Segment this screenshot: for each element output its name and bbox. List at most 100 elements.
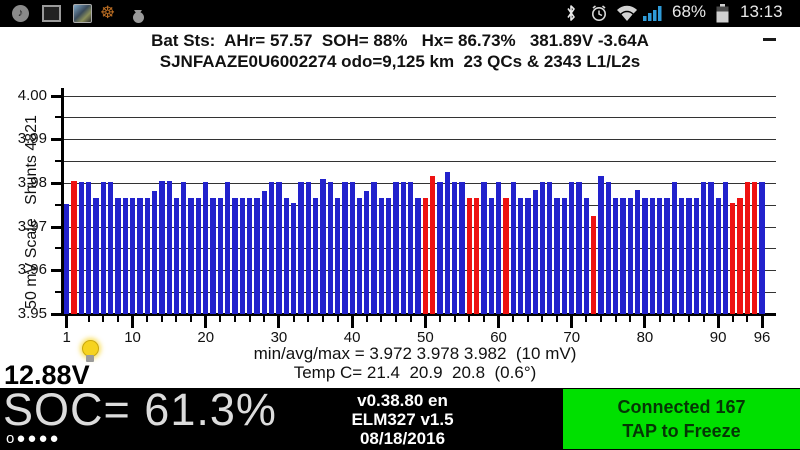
bar-cell-44 xyxy=(378,198,385,314)
battery-status-line: Bat Sts: AHr= 57.57 SOH= 88% Hx= 86.73% … xyxy=(151,31,649,50)
x-minor-tick xyxy=(146,316,149,322)
bar-cell-77 xyxy=(620,198,626,314)
connection-status-button[interactable]: Connected 167 TAP to Freeze xyxy=(563,389,800,449)
bar-cell-68 xyxy=(554,198,560,314)
bar-cell-66 xyxy=(539,182,546,314)
bar-cell-48 xyxy=(408,182,414,314)
bar-cell-70 xyxy=(569,182,575,314)
x-minor-tick xyxy=(409,316,412,322)
gridline xyxy=(63,117,776,119)
bar-cell-1 xyxy=(64,203,70,314)
x-minor-tick xyxy=(673,316,676,322)
cell-voltage-chart[interactable]: 50 mV Scale Shunts 4821 3.95 3.96 3.97 3.98… xyxy=(0,75,800,347)
signal-strength-icon xyxy=(643,4,663,22)
bar-cell-57 xyxy=(473,198,480,314)
bar-cell-92 xyxy=(730,202,736,314)
aux-battery-voltage: 12.88V xyxy=(4,360,90,390)
bar-cell-63 xyxy=(517,198,524,314)
vin-odometer-line: SJNFAAZE0U6002274 odo=9,125 km 23 QCs & … xyxy=(159,52,641,71)
x-minor-tick xyxy=(248,316,251,322)
bar-cell-90 xyxy=(715,198,721,314)
bar-cell-11 xyxy=(137,198,143,314)
version-block: v0.38.80 en ELM327 v1.5 08/18/2016 xyxy=(300,391,505,448)
y-minor-tick xyxy=(55,247,63,250)
x-major-tick xyxy=(643,316,647,328)
bluetooth-icon xyxy=(565,4,577,22)
bar-cell-87 xyxy=(693,198,699,314)
x-minor-tick xyxy=(380,316,383,322)
x-minor-tick xyxy=(687,316,690,322)
bar-cell-74 xyxy=(598,176,604,314)
min-avg-max-text: min/avg/max = 3.972 3.978 3.982 (10 mV) xyxy=(253,344,577,363)
wifi-icon xyxy=(616,4,638,22)
bar-cell-94 xyxy=(744,182,751,314)
connection-status-text: Connected 167 xyxy=(617,397,746,417)
x-axis-line xyxy=(61,313,776,316)
y-tick-label: 3.98 xyxy=(17,173,47,191)
bar-cell-93 xyxy=(737,198,743,314)
bar-cell-65 xyxy=(532,189,538,314)
bar-cell-17 xyxy=(181,182,187,314)
bar-cell-26 xyxy=(247,198,253,314)
music-note-icon: ♪ xyxy=(12,4,29,22)
bar-cell-71 xyxy=(576,182,582,314)
temperature-text: Temp C= 21.4 20.9 20.8 (0.6°) xyxy=(293,363,537,382)
y-minor-tick xyxy=(55,291,63,294)
bar-cell-54 xyxy=(452,182,458,314)
page-indicator-dots[interactable]: o●●●● xyxy=(6,430,61,447)
bar-cell-4 xyxy=(86,182,92,314)
app-thumbnail-icon xyxy=(73,3,92,23)
x-tick-label: 40 xyxy=(343,329,361,346)
bar-cell-50 xyxy=(422,198,429,314)
bar-cell-84 xyxy=(671,182,677,314)
bar-cell-33 xyxy=(298,182,304,314)
y-major-tick xyxy=(51,313,63,316)
menu-icon[interactable] xyxy=(760,38,776,54)
bar-cell-20 xyxy=(203,182,209,314)
x-minor-tick xyxy=(600,316,603,322)
medal-icon xyxy=(133,4,144,23)
x-minor-tick xyxy=(87,316,90,322)
x-minor-tick xyxy=(482,316,485,322)
soc-readout[interactable]: SOC= 61.3% xyxy=(3,384,277,435)
x-tick-label: 60 xyxy=(490,329,507,346)
bar-cell-96 xyxy=(759,182,765,314)
bar-cell-55 xyxy=(459,182,465,314)
alarm-clock-icon xyxy=(590,4,608,22)
bar-cell-76 xyxy=(613,198,619,314)
bar-cell-19 xyxy=(195,198,202,314)
x-minor-tick xyxy=(658,316,661,322)
x-major-tick xyxy=(716,316,720,328)
x-minor-tick xyxy=(526,316,529,322)
footer-bar: SOC= 61.3% o●●●● v0.38.80 en ELM327 v1.5… xyxy=(0,384,800,450)
bar-cell-86 xyxy=(686,198,692,314)
bar-cell-24 xyxy=(232,198,238,314)
firmware-date-text: 08/18/2016 xyxy=(359,429,446,448)
bar-cell-15 xyxy=(166,180,172,314)
bar-cell-3 xyxy=(78,182,84,314)
x-tick-label: 80 xyxy=(636,329,654,346)
bar-cell-45 xyxy=(386,198,392,314)
bar-cell-81 xyxy=(649,198,655,314)
battery-icon xyxy=(716,3,729,22)
x-minor-tick xyxy=(512,316,515,322)
bar-cell-21 xyxy=(210,198,216,314)
bar-cell-88 xyxy=(700,182,707,314)
y-tick-label: 3.99 xyxy=(17,130,47,148)
y-axis-line xyxy=(61,88,64,316)
app-version-text: v0.38.80 en xyxy=(357,391,448,410)
bar-cell-47 xyxy=(400,182,407,314)
bar-cell-34 xyxy=(305,182,311,314)
lightbulb-icon[interactable] xyxy=(80,340,100,366)
y-major-tick xyxy=(51,225,63,229)
bar-cell-89 xyxy=(708,182,714,314)
helm-icon: ☸ xyxy=(100,3,116,22)
gridline xyxy=(63,95,776,97)
bar-cell-95 xyxy=(752,182,758,314)
bar-cell-22 xyxy=(217,198,224,314)
bar-cell-69 xyxy=(561,198,568,314)
x-minor-tick xyxy=(307,316,310,322)
bar-cell-53 xyxy=(444,172,450,314)
x-tick-label: 96 xyxy=(753,329,771,346)
